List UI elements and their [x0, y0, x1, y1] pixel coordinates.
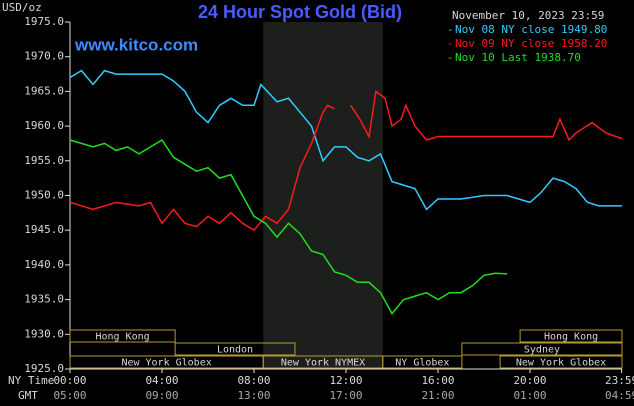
- legend-entry: Nov 08 NY close 1949.80: [455, 23, 607, 36]
- session-label: Sydney: [524, 345, 560, 356]
- y-tick-label: 1955.0: [24, 154, 64, 167]
- legend-dash: -: [447, 51, 454, 64]
- x-tick-label: 00:00: [53, 374, 86, 387]
- session-label: New York Globex: [516, 358, 606, 369]
- legend-dash: -: [447, 37, 454, 50]
- y-tick-label: 1940.0: [24, 258, 64, 271]
- y-tick-label: 1935.0: [24, 293, 64, 306]
- series-line: [69, 90, 623, 232]
- y-tick-label: 1950.0: [24, 189, 64, 202]
- legend-dash: -: [447, 23, 454, 36]
- x-tick-label: 08:00: [237, 374, 270, 387]
- gmt-tick-label: 21:00: [421, 389, 454, 402]
- session-label: New York NYMEX: [281, 358, 365, 369]
- gmt-tick-label: 01:00: [513, 389, 546, 402]
- session-box: [461, 342, 623, 356]
- session-box: [519, 329, 623, 343]
- session-label: New York Globex: [121, 358, 211, 369]
- series-line: [69, 138, 508, 315]
- session-label: Hong Kong: [544, 332, 598, 343]
- watermark: www.kitco.com: [74, 35, 198, 54]
- legend-entry: Nov 10 Last 1938.70: [455, 51, 581, 64]
- x-tick-label: 16:00: [421, 374, 454, 387]
- row-label: GMT: [18, 389, 38, 402]
- x-tick-label: 20:00: [513, 374, 546, 387]
- y-tick-label: 1970.0: [24, 50, 64, 63]
- shaded-span: [263, 22, 383, 369]
- y-tick-label: 1945.0: [24, 223, 64, 236]
- session-label: NY Globex: [395, 358, 449, 369]
- y-tick-label: 1960.0: [24, 119, 64, 132]
- session-label: London: [217, 345, 253, 356]
- gmt-tick-label: 09:00: [145, 389, 178, 402]
- x-tick-label: 12:00: [329, 374, 362, 387]
- y-tick-label: 1930.0: [24, 327, 64, 340]
- gmt-tick-label: 17:00: [329, 389, 362, 402]
- session-label: Hong Kong: [95, 332, 149, 343]
- legend-entry: Nov 09 NY close 1958.20: [455, 37, 607, 50]
- series-line: [69, 69, 622, 211]
- x-tick-label: 23:59: [605, 374, 634, 387]
- y-tick-label: 1965.0: [24, 84, 64, 97]
- gmt-tick-label: 13:00: [237, 389, 270, 402]
- gmt-tick-label: 04:59: [605, 389, 634, 402]
- chart-title: 24 Hour Spot Gold (Bid): [198, 2, 402, 22]
- session-box: [382, 355, 463, 369]
- y-tick-label: 1975.0: [24, 15, 64, 28]
- row-label: NY Time: [8, 374, 54, 387]
- x-tick-label: 04:00: [145, 374, 178, 387]
- y-label: USD/oz: [2, 1, 42, 14]
- timestamp: November 10, 2023 23:59: [452, 9, 604, 22]
- session-box: [69, 329, 176, 343]
- session-box: [499, 355, 623, 369]
- y-tick-label: 1925.0: [24, 362, 64, 375]
- session-box: [174, 342, 296, 356]
- gmt-tick-label: 05:00: [53, 389, 86, 402]
